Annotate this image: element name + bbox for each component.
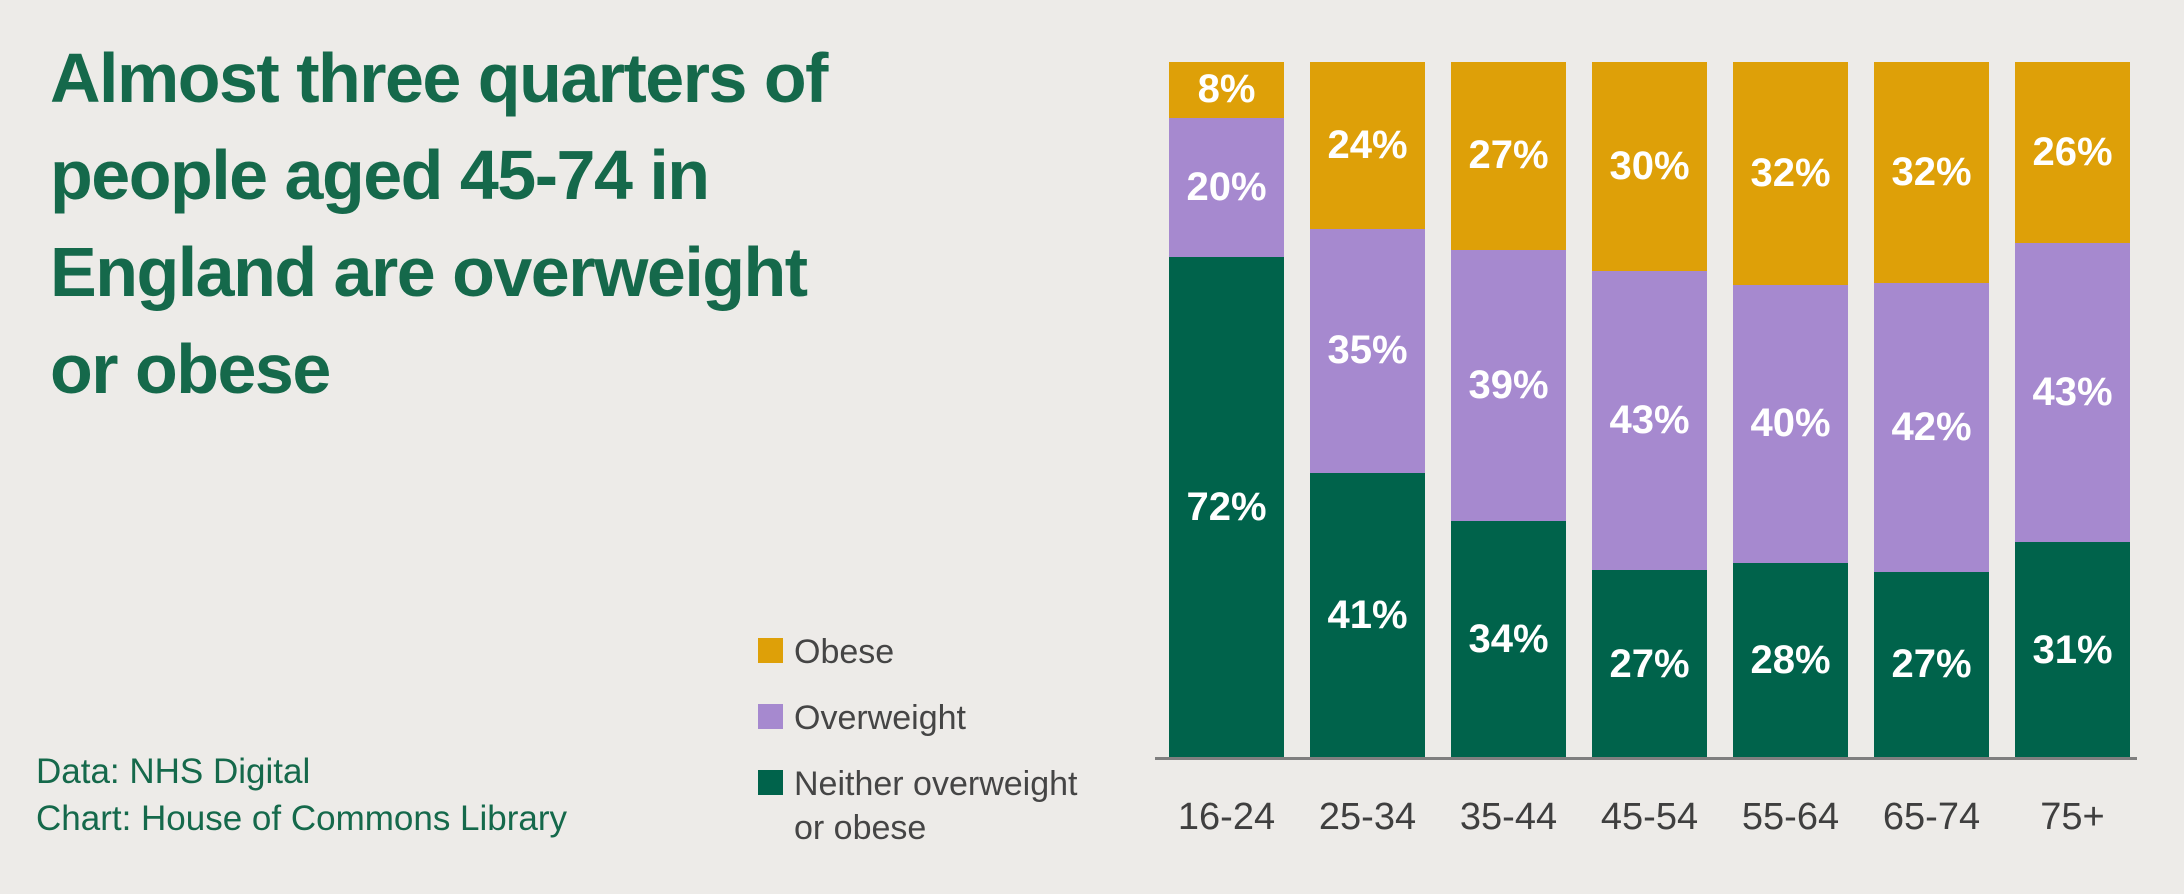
- stacked-bar: 27% 39% 34%: [1451, 62, 1566, 758]
- chart-title-line: Almost three quarters of: [50, 39, 828, 117]
- segment-value-label: 27%: [1468, 133, 1549, 178]
- legend-item: Overweight: [758, 696, 1099, 740]
- legend-swatch-icon: [758, 638, 783, 663]
- segment-value-label: 27%: [1891, 642, 1972, 687]
- segment-value-label: 20%: [1186, 164, 1267, 209]
- bar-segment: 42%: [1874, 282, 1989, 572]
- legend-swatch-icon: [758, 770, 783, 795]
- source-attribution: Data: NHS Digital Chart: House of Common…: [36, 748, 567, 842]
- segment-value-label: 32%: [1891, 149, 1972, 194]
- bar-segment: 35%: [1310, 229, 1425, 473]
- legend-label: Neither overweight or obese: [794, 765, 1078, 847]
- legend: Obese Overweight Neither overweight or obe…: [758, 630, 1099, 872]
- chart-title: Almost three quarters of people aged 45-…: [50, 30, 1130, 418]
- bar-segment: 32%: [1874, 62, 1989, 283]
- legend-label: Overweight: [794, 699, 966, 737]
- segment-value-label: 43%: [2032, 370, 2113, 415]
- bar-segment: 32%: [1733, 62, 1848, 285]
- x-axis-tick-label: 35-44: [1459, 796, 1558, 838]
- legend-swatch-icon: [758, 704, 783, 729]
- segment-value-label: 72%: [1186, 484, 1267, 529]
- segment-value-label: 39%: [1468, 363, 1549, 408]
- legend-item: Obese: [758, 630, 1099, 674]
- segment-value-label: 8%: [1197, 67, 1256, 112]
- chart-source-line: Chart: House of Commons Library: [36, 799, 568, 838]
- x-axis-tick-labels: 16-24 25-34 35-44 45-54 55-64 65-74 75+: [1169, 796, 2130, 839]
- x-axis-tick-label: 75+: [2040, 796, 2105, 838]
- x-axis-tick-label: 55-64: [1741, 796, 1840, 838]
- stacked-bar: 26% 43% 31%: [2015, 62, 2130, 758]
- segment-value-label: 27%: [1609, 641, 1690, 686]
- bar-segment: 43%: [1592, 270, 1707, 571]
- bar-segment: 24%: [1310, 62, 1425, 230]
- stacked-bar: 30% 43% 27%: [1592, 62, 1707, 758]
- data-source-line: Data: NHS Digital: [36, 752, 311, 791]
- x-axis-line: [1155, 757, 2137, 760]
- bar-segment: 40%: [1733, 284, 1848, 564]
- segment-value-label: 41%: [1327, 592, 1408, 637]
- segment-value-label: 42%: [1891, 404, 1972, 449]
- segment-value-label: 40%: [1750, 401, 1831, 446]
- bar-segment: 28%: [1733, 563, 1848, 758]
- segment-value-label: 43%: [1609, 397, 1690, 442]
- bar-segment: 8%: [1169, 62, 1284, 118]
- bar-segment: 20%: [1169, 117, 1284, 257]
- chart-title-line: or obese: [50, 330, 331, 408]
- segment-value-label: 30%: [1609, 143, 1690, 188]
- bar-segment: 26%: [2015, 62, 2130, 243]
- bar-segment: 72%: [1169, 256, 1284, 758]
- segment-value-label: 32%: [1750, 150, 1831, 195]
- bar-segment: 30%: [1592, 62, 1707, 271]
- stacked-bar: 32% 40% 28%: [1733, 62, 1848, 758]
- bars: 8% 20% 72% 24% 35% 41% 27% 39% 34% 30% 43% 27% 32% 40…: [1169, 62, 2130, 758]
- bar-segment: 39%: [1451, 249, 1566, 522]
- legend-item: Neither overweight or obese: [758, 762, 1099, 850]
- x-axis-tick-label: 45-54: [1600, 796, 1699, 838]
- segment-value-label: 35%: [1327, 328, 1408, 373]
- segment-value-label: 24%: [1327, 123, 1408, 168]
- segment-value-label: 34%: [1468, 617, 1549, 662]
- chart-title-line: England are overweight: [50, 233, 808, 311]
- x-axis-tick-label: 25-34: [1318, 796, 1417, 838]
- stacked-bar: 8% 20% 72%: [1169, 62, 1284, 758]
- bar-segment: 41%: [1310, 472, 1425, 758]
- x-axis-tick-label: 16-24: [1177, 796, 1276, 838]
- bar-segment: 43%: [2015, 242, 2130, 543]
- segment-value-label: 28%: [1750, 638, 1831, 683]
- bar-segment: 27%: [1592, 570, 1707, 758]
- bar-segment: 27%: [1451, 62, 1566, 250]
- bar-segment: 34%: [1451, 521, 1566, 758]
- legend-label: Obese: [794, 633, 895, 671]
- chart-title-line: people aged 45-74 in: [50, 136, 710, 214]
- segment-value-label: 31%: [2032, 627, 2113, 672]
- stacked-bar: 32% 42% 27%: [1874, 62, 1989, 758]
- bar-segment: 27%: [1874, 571, 1989, 758]
- bar-segment: 31%: [2015, 542, 2130, 758]
- segment-value-label: 26%: [2032, 129, 2113, 174]
- stacked-bar: 24% 35% 41%: [1310, 62, 1425, 758]
- x-axis-tick-label: 65-74: [1882, 796, 1981, 838]
